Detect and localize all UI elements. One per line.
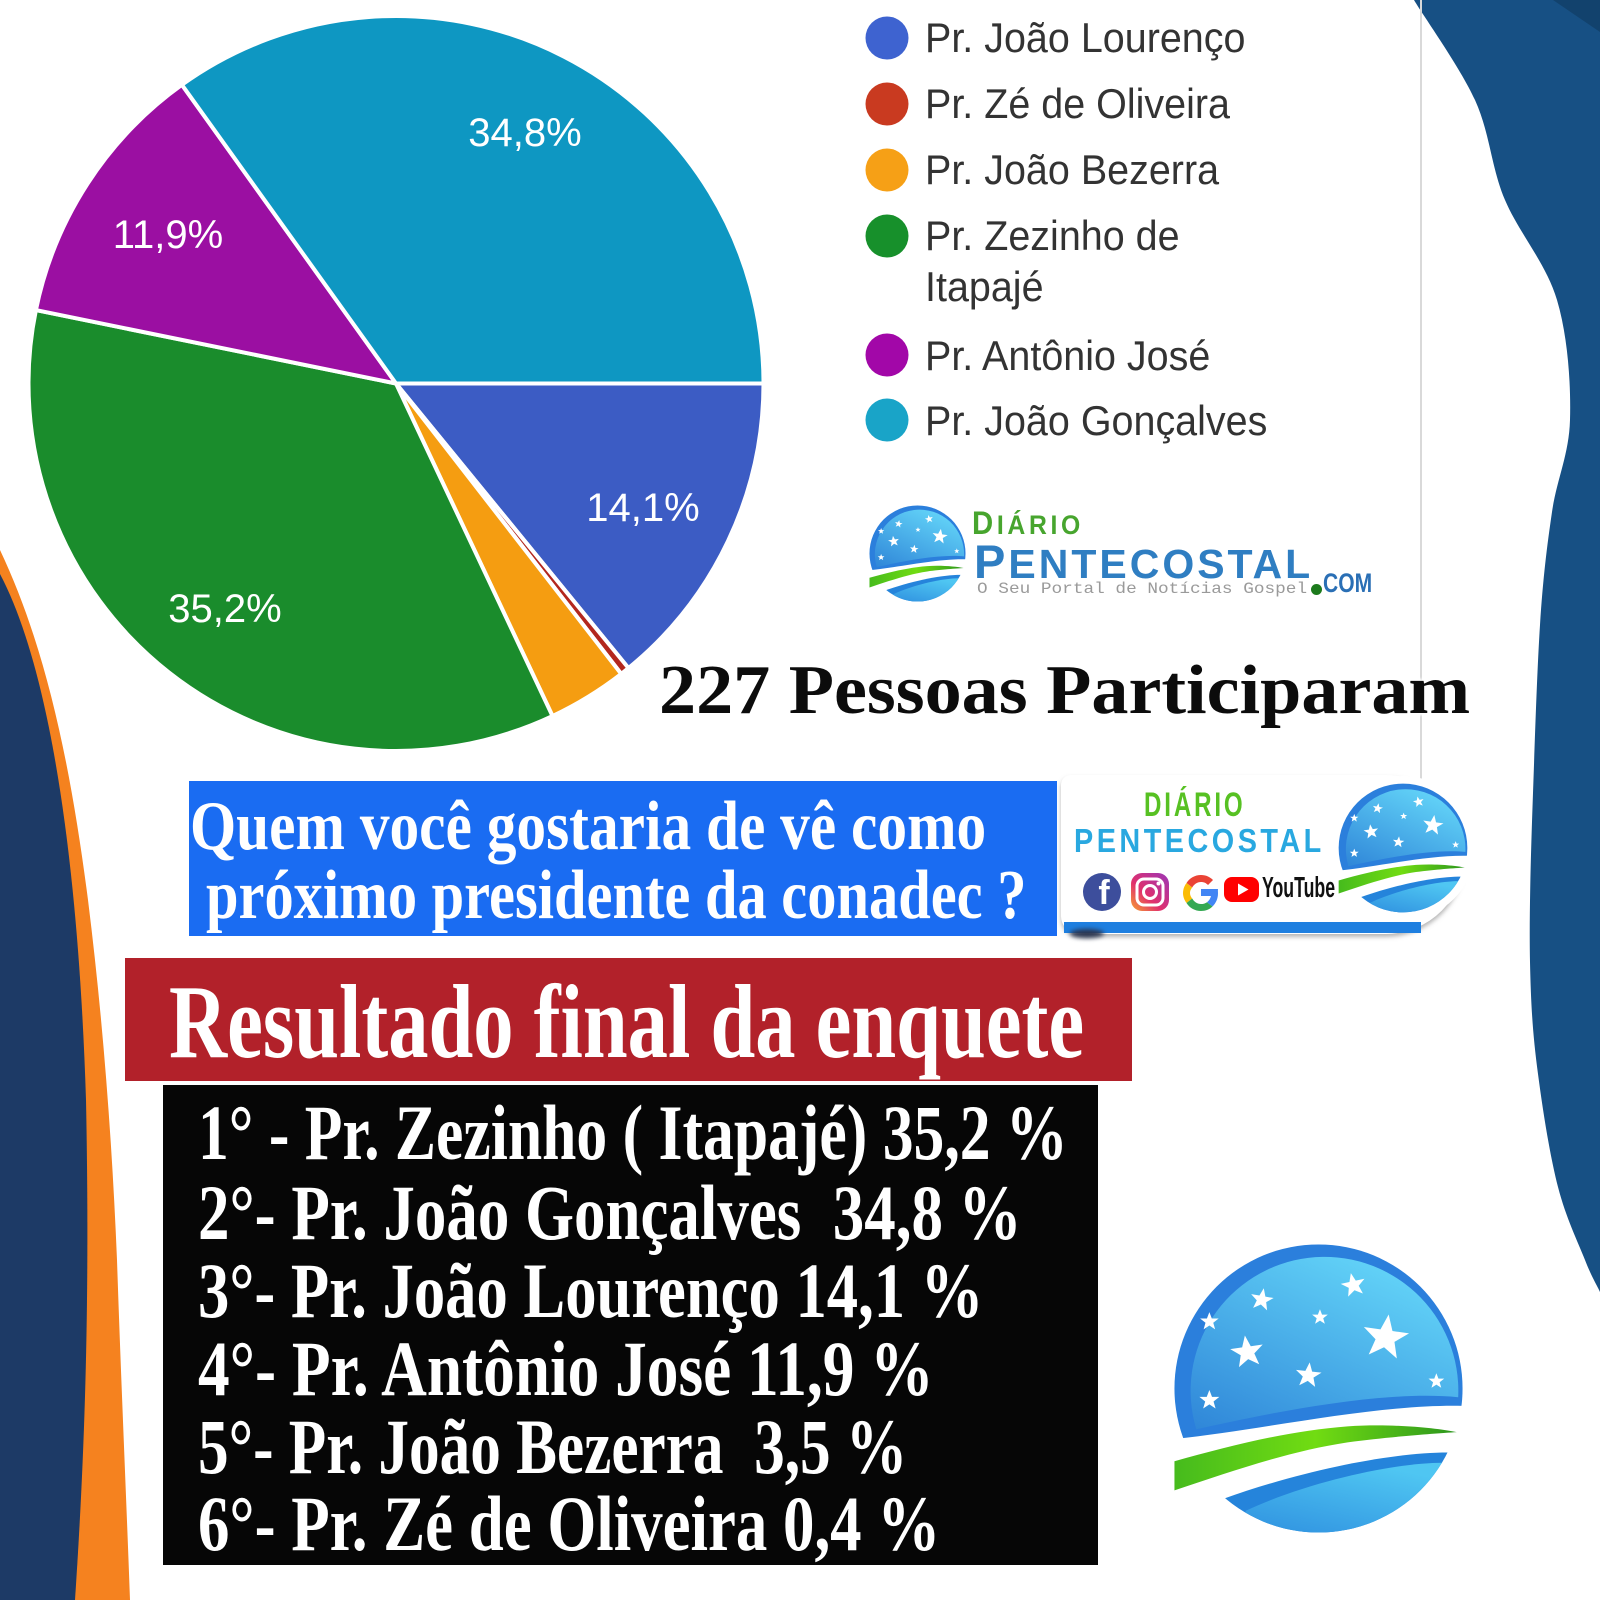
svg-text:34,8%: 34,8%: [468, 111, 581, 155]
svg-text:11,9%: 11,9%: [113, 213, 223, 257]
svg-text:14,1%: 14,1%: [586, 486, 699, 530]
svg-text:f: f: [1098, 874, 1110, 912]
svg-text:35,2%: 35,2%: [168, 587, 281, 631]
